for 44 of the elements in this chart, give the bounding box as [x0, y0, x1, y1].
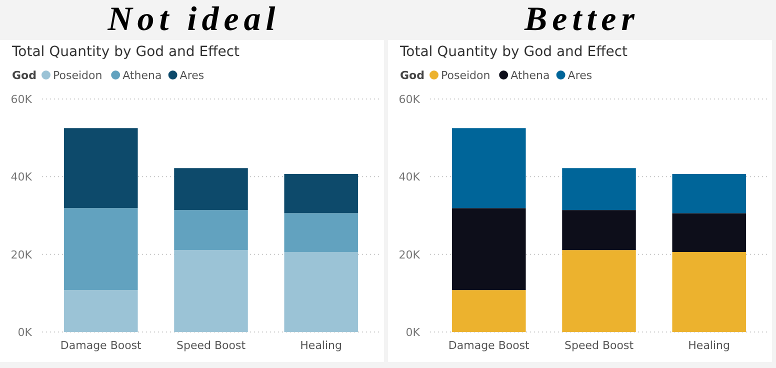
legend-label: Ares	[568, 69, 592, 82]
y-tick-label: 60K	[398, 93, 421, 106]
legend-label: Athena	[122, 69, 162, 82]
bar	[452, 208, 526, 290]
y-tick-label: 20K	[10, 248, 33, 262]
y-tick-label: 40K	[398, 170, 421, 184]
y-tick-label: 0K	[18, 326, 33, 339]
legend-label: Poseidon	[53, 69, 102, 82]
chart-title: Not ideal	[106, 1, 280, 38]
chart-subtitle: Total Quantity by God and Effect	[11, 44, 240, 60]
x-tick-label: Healing	[688, 339, 730, 352]
bar	[562, 210, 636, 250]
bar	[284, 174, 358, 214]
bar	[64, 208, 138, 290]
bar	[562, 168, 636, 210]
legend-title: God	[400, 69, 424, 82]
legend-label: Ares	[180, 69, 204, 82]
bar	[284, 213, 358, 252]
y-tick-label: 20K	[398, 248, 421, 262]
chart-title: Better	[524, 1, 640, 38]
bar	[174, 168, 248, 210]
bar	[672, 174, 746, 214]
legend-title: God	[12, 69, 36, 82]
y-tick-label: 40K	[10, 170, 33, 184]
bar	[174, 250, 248, 332]
y-tick-label: 0K	[406, 326, 421, 339]
bar	[452, 128, 526, 208]
bar	[64, 290, 138, 332]
bar	[284, 252, 358, 332]
x-tick-label: Healing	[300, 339, 342, 352]
bar	[562, 250, 636, 332]
x-tick-label: Speed Boost	[176, 339, 246, 352]
bar	[64, 128, 138, 208]
x-tick-label: Damage Boost	[448, 339, 530, 352]
chart-subtitle: Total Quantity by God and Effect	[399, 44, 628, 60]
bar	[174, 210, 248, 250]
legend-label: Athena	[510, 69, 550, 82]
y-tick-label: 60K	[10, 93, 33, 106]
x-tick-label: Damage Boost	[60, 339, 142, 352]
bar	[452, 290, 526, 332]
x-tick-label: Speed Boost	[564, 339, 634, 352]
bar	[672, 213, 746, 252]
legend-label: Poseidon	[441, 69, 490, 82]
bar	[672, 252, 746, 332]
